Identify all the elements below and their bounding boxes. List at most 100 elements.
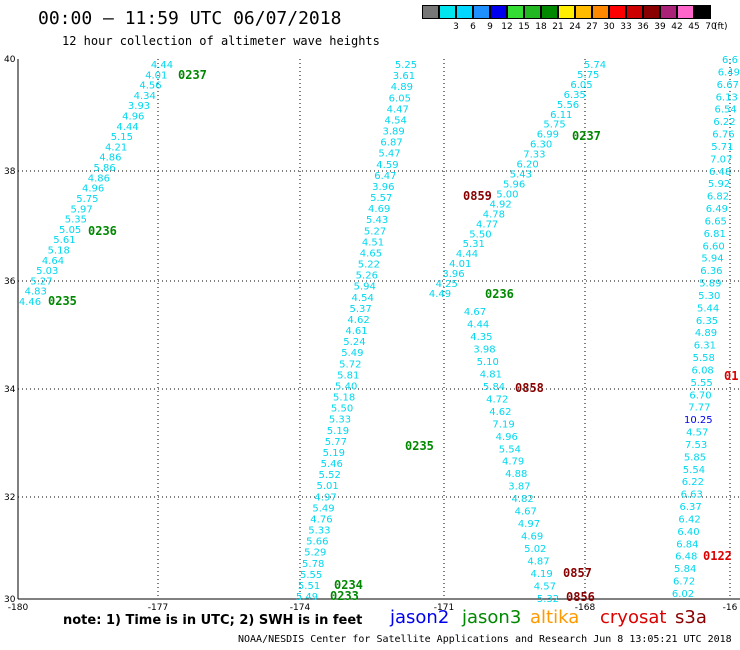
wave-height-value: 4.47: [387, 104, 409, 115]
wave-height-value: 5.44: [697, 303, 719, 314]
wave-height-value: 4.01: [449, 259, 471, 270]
wave-height-value: 5.25: [395, 60, 417, 71]
wave-height-value: 6.02: [672, 589, 694, 600]
wave-height-value: 5.75: [76, 194, 98, 205]
wave-height-value: 7.19: [492, 419, 514, 430]
wave-height-value: 4.44: [151, 60, 173, 71]
wave-height-value: 5.19: [323, 448, 345, 459]
wave-height-value: 5.22: [358, 260, 380, 271]
wave-height-value: 5.19: [327, 426, 349, 437]
legend-label: 30: [603, 22, 615, 32]
wave-height-value: 4.44: [467, 319, 489, 330]
wave-height-value: 6.82: [707, 192, 729, 203]
pass-time-label: 0233: [330, 589, 359, 603]
lat-label: 30: [4, 595, 16, 605]
legend-swatch: [575, 5, 592, 19]
legend-swatch: [456, 5, 473, 19]
wave-height-value: 5.75: [577, 70, 599, 81]
lon-label: -177: [148, 603, 168, 613]
wave-height-value: 4.86: [99, 153, 121, 164]
wave-height-value: 4.67: [464, 307, 486, 318]
wave-height-value: 4.57: [534, 582, 556, 593]
wave-height-value: 5.71: [711, 142, 733, 153]
wave-height-value: 4.46: [19, 297, 41, 308]
legend-swatch: [422, 5, 439, 19]
wave-height-value: 5.00: [496, 189, 518, 200]
wave-height-value: 5.72: [339, 359, 361, 370]
wave-height-value: 5.54: [683, 465, 705, 476]
wave-height-value: 3.61: [393, 71, 415, 82]
wave-height-value: 5.10: [477, 357, 499, 368]
wave-height-value: 5.77: [325, 437, 347, 448]
wave-height-value: 5.24: [343, 337, 365, 348]
wave-height-value: 6.20: [516, 160, 538, 171]
lat-label: 34: [4, 385, 16, 395]
wave-height-value: 5.49: [312, 503, 334, 514]
wave-height-value: 5.01: [316, 481, 338, 492]
wave-height-value: 6.49: [706, 204, 728, 215]
legend-label: 18: [535, 22, 547, 32]
wave-height-value: 5.84: [674, 564, 696, 575]
wave-height-value: 5.31: [463, 239, 485, 250]
wave-height-value: 5.78: [302, 559, 324, 570]
wave-height-value: 5.43: [366, 215, 388, 226]
legend-swatch: [439, 5, 456, 19]
pass-time-label: 0858: [515, 381, 544, 395]
wave-height-value: 5.50: [469, 229, 491, 240]
wave-height-value: 6.54: [714, 105, 736, 116]
wave-height-value: 4.56: [139, 81, 161, 92]
legend-label: 9: [487, 22, 493, 32]
page-subtitle: 12 hour collection of altimeter wave hei…: [62, 34, 380, 48]
wave-height-value: 5.74: [584, 60, 606, 71]
pass-time-label: 0236: [485, 287, 514, 301]
wave-height-value: 4.44: [456, 249, 478, 260]
legend-label: 33: [620, 22, 632, 32]
legend-swatch: [524, 5, 541, 19]
wave-height-value: 5.94: [701, 254, 723, 265]
legend-swatch: [626, 5, 643, 19]
legend-label: 42: [671, 22, 683, 32]
wave-height-value: 6.35: [696, 316, 718, 327]
page-title: 00:00 — 11:59 UTC 06/07/2018: [38, 8, 342, 29]
wave-height-value: 6.81: [704, 229, 726, 240]
pass-time-label: 0237: [178, 68, 207, 82]
wave-height-value: 4.96: [82, 184, 104, 195]
wave-height-value: 5.02: [524, 544, 546, 555]
wave-height-value: 4.61: [345, 326, 367, 337]
wave-height-value: 6.99: [537, 130, 559, 141]
wave-height-value: 7.53: [685, 440, 707, 451]
pass-time-label: 0859: [463, 189, 492, 203]
wave-height-value: 4.69: [368, 204, 390, 215]
lon-label: -168: [575, 603, 596, 613]
wave-height-value: 5.18: [48, 245, 70, 256]
wave-height-value: 6.22: [682, 477, 704, 488]
wave-height-value: 4.87: [527, 557, 549, 568]
wave-height-value: 3.98: [473, 344, 495, 355]
legend-label: 6: [470, 22, 476, 32]
wave-height-value: 4.54: [352, 293, 374, 304]
legend-label: 70: [705, 22, 717, 32]
wave-height-value: 4.54: [385, 115, 407, 126]
wave-height-value: 3.89: [382, 127, 404, 138]
pass-time-label: 0856: [566, 590, 595, 604]
lon-label: -180: [8, 603, 29, 613]
wave-height-value: 5.66: [306, 537, 328, 548]
wave-height-value: 6.11: [550, 110, 572, 121]
wave-height-value: 4.19: [531, 569, 553, 580]
legend-label: 15: [518, 22, 530, 32]
wave-height-value: 5.33: [329, 415, 351, 426]
wave-height-value: 6.63: [681, 490, 703, 501]
legend-label: 36: [637, 22, 649, 32]
wave-height-value: 4.72: [486, 394, 508, 405]
wave-height-value: 3.96: [442, 269, 464, 280]
legend-label: 45: [688, 22, 700, 32]
legend-swatch: [507, 5, 524, 19]
lat-label: 32: [4, 493, 15, 503]
wave-height-value: 5.75: [543, 120, 565, 131]
wave-height-value: 4.62: [489, 407, 511, 418]
wave-height-value: 5.37: [349, 304, 371, 315]
wave-height-value: 5.49: [296, 592, 318, 603]
wave-height-value: 6.35: [564, 90, 586, 101]
wave-height-value: 4.51: [362, 237, 384, 248]
pass-time-label: 0236: [88, 224, 117, 238]
